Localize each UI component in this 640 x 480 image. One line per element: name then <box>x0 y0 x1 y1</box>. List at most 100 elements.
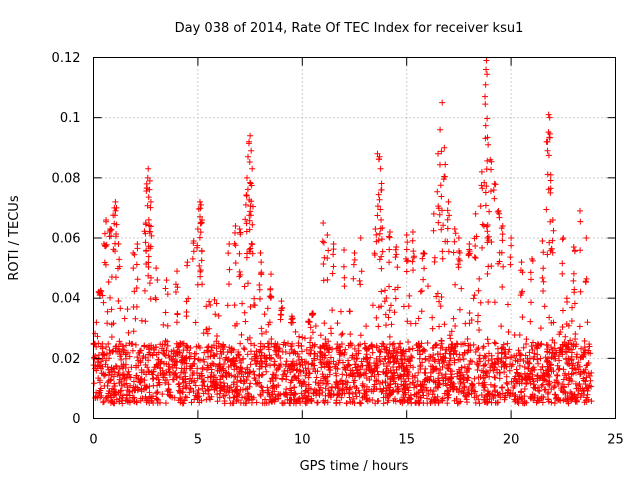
data-point <box>491 364 498 371</box>
data-point <box>441 173 448 180</box>
data-point <box>271 396 278 403</box>
data-point <box>305 360 312 367</box>
data-point <box>429 325 436 332</box>
data-point <box>288 366 295 373</box>
axis-ticks: 0 0.02 0.04 0.06 0.08 0.1 0.12 0 5 10 15 20 25 <box>52 51 624 448</box>
data-point <box>247 208 254 215</box>
data-point <box>308 347 315 354</box>
data-point <box>442 161 449 168</box>
data-point <box>464 365 471 372</box>
data-point <box>518 376 525 383</box>
data-point <box>484 115 491 122</box>
data-point <box>410 379 417 386</box>
data-point <box>390 375 397 382</box>
data-point <box>365 362 372 369</box>
data-point <box>334 391 341 398</box>
data-point <box>160 321 167 328</box>
data-point <box>411 374 418 381</box>
data-point <box>346 308 353 315</box>
data-point <box>322 392 329 399</box>
data-point <box>569 395 576 402</box>
data-point <box>104 379 111 386</box>
data-point <box>486 208 493 215</box>
data-point <box>339 390 346 397</box>
data-point <box>113 396 120 403</box>
data-point <box>247 212 254 219</box>
data-point <box>159 391 166 398</box>
data-point <box>401 398 408 405</box>
data-point <box>528 394 535 401</box>
data-point <box>133 372 140 379</box>
data-point <box>365 361 372 368</box>
data-point <box>107 377 114 384</box>
data-point <box>465 386 472 393</box>
data-point <box>568 317 575 324</box>
data-point <box>373 314 380 321</box>
data-point <box>479 244 486 251</box>
data-point <box>270 382 277 389</box>
data-point <box>258 352 265 359</box>
data-point <box>143 185 150 192</box>
data-point <box>112 362 119 369</box>
data-point <box>253 399 260 406</box>
data-point <box>499 284 506 291</box>
data-point <box>196 262 203 269</box>
data-point <box>146 280 153 287</box>
data-point <box>570 360 577 367</box>
data-point <box>206 386 213 393</box>
data-point <box>390 340 397 347</box>
data-point <box>476 352 483 359</box>
data-point <box>160 370 167 377</box>
data-point <box>527 318 534 325</box>
data-point <box>197 273 204 280</box>
data-point <box>455 261 462 268</box>
data-point <box>343 372 350 379</box>
data-point <box>116 338 123 345</box>
data-point <box>473 392 480 399</box>
data-point <box>247 180 254 187</box>
data-point <box>237 271 244 278</box>
data-point <box>489 360 496 367</box>
data-point <box>535 398 542 405</box>
data-point <box>403 268 410 275</box>
data-point <box>207 362 214 369</box>
data-point <box>153 374 160 381</box>
data-point <box>267 271 274 278</box>
data-point <box>367 367 374 374</box>
data-point <box>447 355 454 362</box>
data-point <box>393 244 400 251</box>
data-point <box>230 381 237 388</box>
data-point <box>549 237 556 244</box>
data-point <box>144 174 151 181</box>
data-point <box>240 345 247 352</box>
data-point <box>307 324 314 331</box>
data-point <box>540 278 547 285</box>
data-point <box>401 389 408 396</box>
data-point <box>175 344 182 351</box>
data-point <box>475 312 482 319</box>
data-point <box>256 348 263 355</box>
data-point <box>582 366 589 373</box>
data-point <box>261 358 268 365</box>
data-point <box>539 381 546 388</box>
data-point <box>108 334 115 341</box>
data-point <box>527 269 534 276</box>
data-point <box>296 395 303 402</box>
data-point <box>520 357 527 364</box>
data-point <box>319 371 326 378</box>
data-point <box>224 384 231 391</box>
data-point <box>549 347 556 354</box>
data-point <box>304 387 311 394</box>
data-point <box>538 383 545 390</box>
data-point <box>244 370 251 377</box>
data-point <box>127 382 134 389</box>
data-point <box>375 378 382 385</box>
data-point <box>218 372 225 379</box>
data-point <box>241 309 248 316</box>
data-point <box>480 222 487 229</box>
data-point <box>446 376 453 383</box>
data-point <box>339 371 346 378</box>
data-point <box>492 361 499 368</box>
data-point <box>509 361 516 368</box>
data-point <box>540 265 547 272</box>
